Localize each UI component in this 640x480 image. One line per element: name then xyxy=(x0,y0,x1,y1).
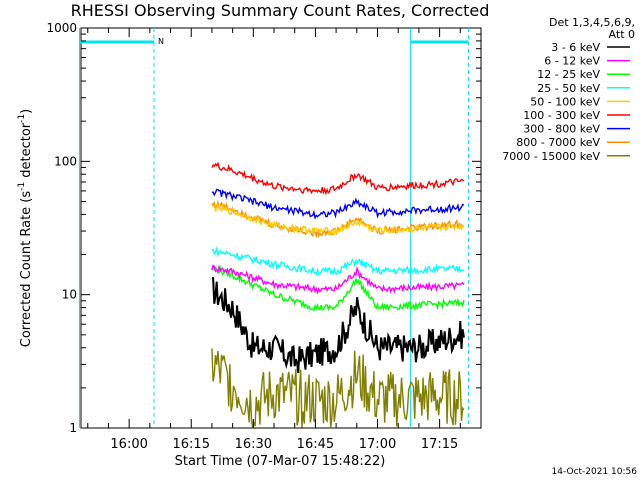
legend-label: 6 - 12 keV xyxy=(544,55,600,68)
series-line-5 xyxy=(211,161,465,196)
series-line-7 xyxy=(211,199,465,239)
y-axis-label-sup1: -1 xyxy=(17,182,27,191)
timestamp: 14-Oct-2021 10:56 xyxy=(552,467,638,477)
legend-header-line1: Det 1,3,4,5,6,9, xyxy=(549,16,635,29)
legend-label: 800 - 7000 keV xyxy=(516,136,600,149)
y-axis-label-sup2: -1 xyxy=(17,114,27,123)
x-tick-label: 16:45 xyxy=(297,437,334,452)
series-line-3 xyxy=(211,245,465,277)
y-axis-label: Corrected Count Rate (s-1 detector-1) xyxy=(17,109,34,347)
series-line-2 xyxy=(211,264,465,312)
y-axis: 1 10 100 1000 xyxy=(46,21,481,435)
y-tick-label: 100 xyxy=(54,154,77,168)
y-tick-label: 1 xyxy=(69,421,77,435)
legend-label: 12 - 25 keV xyxy=(537,68,600,81)
x-tick-label: 17:00 xyxy=(359,437,396,452)
series-line-1 xyxy=(211,264,465,295)
series-line-0 xyxy=(211,276,465,374)
legend-label: 7000 - 15000 keV xyxy=(502,150,600,163)
legend-label: 25 - 50 keV xyxy=(537,82,600,95)
y-axis-label-part3: ) xyxy=(19,109,34,114)
y-axis-label-part2: detector xyxy=(19,122,34,182)
x-tick-label: 17:15 xyxy=(421,437,458,452)
x-axis-label: Start Time (07-Mar-07 15:48:22) xyxy=(175,454,386,469)
plot-frame xyxy=(80,27,482,429)
series-line-8 xyxy=(211,348,465,429)
series-line-4 xyxy=(211,203,465,236)
legend-label: 300 - 800 keV xyxy=(523,123,600,136)
series-line-6 xyxy=(211,188,465,220)
flag-label: N xyxy=(158,37,164,46)
legend-label: 3 - 6 keV xyxy=(551,41,600,54)
x-tick-label: 16:00 xyxy=(110,437,147,452)
y-tick-label: 10 xyxy=(62,288,77,302)
x-tick-label: 16:30 xyxy=(235,437,272,452)
legend-label: 50 - 100 keV xyxy=(530,95,600,108)
y-axis-label-part1: Corrected Count Rate (s xyxy=(19,191,34,348)
chart-marks: N xyxy=(78,28,470,429)
legend-label: 100 - 300 keV xyxy=(523,109,600,122)
x-axis: 16:00 16:15 16:30 16:45 17:00 17:15 xyxy=(87,28,482,452)
y-tick-label: 1000 xyxy=(46,21,77,35)
x-tick-label: 16:15 xyxy=(173,437,210,452)
legend-header-line2: Att 0 xyxy=(609,28,635,41)
chart-title: RHESSI Observing Summary Count Rates, Co… xyxy=(71,1,490,20)
